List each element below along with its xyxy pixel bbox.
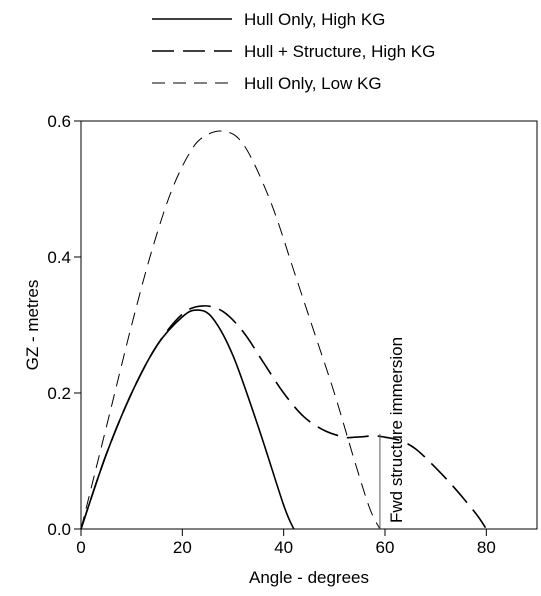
x-axis-title: Angle - degrees (249, 568, 369, 587)
legend-item-2: Hull Only, Low KG (152, 74, 382, 93)
x-tick-label: 40 (274, 538, 293, 557)
y-tick-label: 0.2 (47, 384, 71, 403)
y-tick-label: 0.0 (47, 520, 71, 539)
legend-label-0: Hull Only, High KG (244, 10, 385, 29)
annotation-label: Fwd structure immersion (387, 337, 406, 523)
legend-label-2: Hull Only, Low KG (244, 74, 382, 93)
x-tick-label: 0 (76, 538, 85, 557)
y-axis-title: GZ - metres (23, 280, 42, 371)
x-axis: 0 20 40 60 80 (76, 529, 496, 557)
x-tick-label: 80 (477, 538, 496, 557)
series-layer (80, 130, 487, 530)
y-tick-label: 0.6 (47, 112, 71, 131)
legend-item-1: Hull + Structure, High KG (152, 42, 435, 61)
plot-area-frame (80, 120, 538, 530)
legend-label-1: Hull + Structure, High KG (244, 42, 435, 61)
y-axis: 0.0 0.2 0.4 0.6 (47, 112, 81, 539)
legend: Hull Only, High KG Hull + Structure, Hig… (152, 10, 435, 93)
x-tick-label: 60 (376, 538, 395, 557)
series-line-2 (80, 130, 381, 530)
x-tick-label: 20 (173, 538, 192, 557)
y-tick-label: 0.4 (47, 248, 71, 267)
series-line-1 (80, 305, 487, 530)
annotation: Fwd structure immersion (379, 337, 406, 529)
series-line-0 (80, 309, 295, 530)
legend-item-0: Hull Only, High KG (152, 10, 385, 29)
